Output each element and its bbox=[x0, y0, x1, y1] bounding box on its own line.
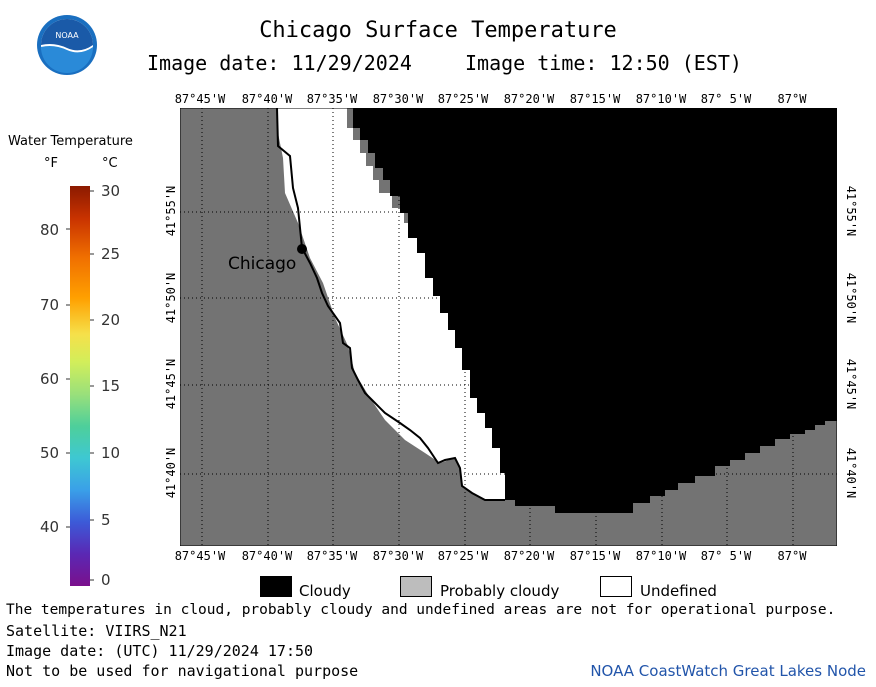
lon-label-bottom: 87°35'W bbox=[306, 549, 358, 563]
lon-label-top: 87°25'W bbox=[437, 92, 489, 106]
noaa-logo: NOAA bbox=[37, 15, 97, 75]
image-date: Image date: 11/29/2024 bbox=[147, 51, 412, 75]
colorbar-f-tick: 80 bbox=[40, 221, 60, 239]
lon-label-top: 87°35'W bbox=[306, 92, 358, 106]
legend-label-cloudy: Cloudy bbox=[299, 582, 351, 600]
colorbar-unit-c: °C bbox=[102, 156, 118, 171]
lon-label-bottom: 87°W bbox=[777, 549, 807, 563]
lon-label-bottom: 87°25'W bbox=[437, 549, 489, 563]
lon-label-top: 87°15'W bbox=[569, 92, 621, 106]
lon-label-top: 87°45'W bbox=[174, 92, 226, 106]
lat-label-right: 41°50'N bbox=[844, 272, 858, 324]
colorbar-c-tick: 15 bbox=[101, 377, 121, 395]
colorbar-f-tick: 50 bbox=[40, 444, 60, 462]
colorbar-f-tick: 40 bbox=[40, 518, 60, 536]
utc-date-text: Image date: (UTC) 11/29/2024 17:50 bbox=[6, 642, 314, 660]
lon-label-top: 87°30'W bbox=[372, 92, 424, 106]
lon-label-top: 87°10'W bbox=[635, 92, 687, 106]
lat-label-right: 41°45'N bbox=[844, 358, 858, 410]
colorbar-title: Water Temperature bbox=[8, 134, 133, 149]
colorbar-ticks bbox=[66, 190, 94, 581]
satellite-text: Satellite: VIIRS_N21 bbox=[6, 622, 187, 640]
lat-label-left: 41°50'N bbox=[164, 272, 178, 324]
legend-swatch-undefined bbox=[600, 576, 632, 597]
disclaimer-text: The temperatures in cloud, probably clou… bbox=[6, 602, 836, 618]
lon-label-bottom: 87°30'W bbox=[372, 549, 424, 563]
lat-label-right: 41°40'N bbox=[844, 447, 858, 499]
lon-label-bottom: 87°10'W bbox=[635, 549, 687, 563]
page-title: Chicago Surface Temperature bbox=[259, 18, 617, 43]
colorbar-c-tick: 25 bbox=[101, 245, 121, 263]
colorbar-f-tick: 60 bbox=[40, 370, 60, 388]
credit-text: NOAA CoastWatch Great Lakes Node bbox=[590, 662, 866, 680]
colorbar-f-tick: 70 bbox=[40, 296, 60, 314]
colorbar-c-tick: 20 bbox=[101, 311, 121, 329]
lat-label-left: 41°55'N bbox=[164, 185, 178, 237]
legend-label-undefined: Undefined bbox=[640, 582, 717, 600]
map-panel: Chicago bbox=[180, 108, 837, 546]
lon-label-bottom: 87°40'W bbox=[241, 549, 293, 563]
graticule bbox=[180, 108, 837, 546]
nav-warning-text: Not to be used for navigational purpose bbox=[6, 662, 359, 680]
legend-swatch-cloudy bbox=[260, 576, 292, 597]
colorbar-c-tick: 0 bbox=[101, 571, 111, 589]
cloudy-area bbox=[347, 108, 837, 513]
shoreline bbox=[276, 108, 505, 501]
image-time: Image time: 12:50 (EST) bbox=[465, 51, 742, 75]
lon-label-top: 87°40'W bbox=[241, 92, 293, 106]
colorbar-unit-f: °F bbox=[44, 156, 58, 171]
lon-label-top: 87°W bbox=[777, 92, 807, 106]
lat-label-left: 41°45'N bbox=[164, 358, 178, 410]
legend-swatch-probably-cloudy bbox=[400, 576, 432, 597]
colorbar-c-tick: 30 bbox=[101, 182, 121, 200]
lon-label-bottom: 87°20'W bbox=[503, 549, 555, 563]
colorbar-c-tick: 5 bbox=[101, 511, 111, 529]
chicago-marker bbox=[297, 244, 307, 254]
lat-label-right: 41°55'N bbox=[844, 185, 858, 237]
colorbar-c-tick: 10 bbox=[101, 444, 121, 462]
lat-label-left: 41°40'N bbox=[164, 447, 178, 499]
lon-label-top: 87° 5'W bbox=[700, 92, 752, 106]
legend-label-probably-cloudy: Probably cloudy bbox=[440, 582, 560, 600]
svg-text:NOAA: NOAA bbox=[55, 31, 79, 40]
undefined-area bbox=[277, 108, 505, 500]
lon-label-bottom: 87°15'W bbox=[569, 549, 621, 563]
city-label: Chicago bbox=[228, 254, 296, 274]
lon-label-top: 87°20'W bbox=[503, 92, 555, 106]
lon-label-bottom: 87° 5'W bbox=[700, 549, 752, 563]
colorbar bbox=[70, 186, 90, 586]
lon-label-bottom: 87°45'W bbox=[174, 549, 226, 563]
